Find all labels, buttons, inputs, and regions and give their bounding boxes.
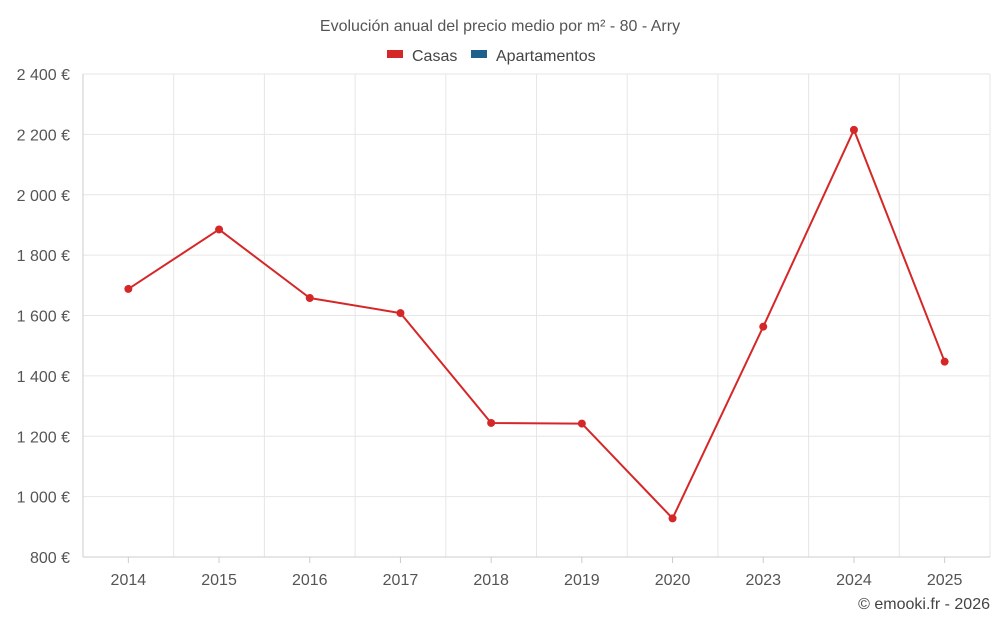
legend-label-apartamentos[interactable]: Apartamentos <box>496 48 596 65</box>
data-point-casas-2016[interactable] <box>305 293 314 302</box>
y-tick-label: 2 000 € <box>17 188 70 205</box>
y-tick-label: 1 000 € <box>17 490 70 507</box>
legend-swatch-casas[interactable] <box>387 50 403 58</box>
y-tick-label: 2 400 € <box>17 67 70 84</box>
x-tick-label: 2023 <box>745 572 781 589</box>
x-axis-ticks: 2014 2015 2016 2017 2018 2019 2020 2023 2024 2025 <box>111 572 963 589</box>
x-tick-label: 2015 <box>201 572 237 589</box>
data-point-casas-2017[interactable] <box>396 309 405 318</box>
y-tick-label: 2 200 € <box>17 127 70 144</box>
data-point-casas-2018[interactable] <box>487 418 496 427</box>
legend-label-casas[interactable]: Casas <box>412 48 457 65</box>
data-point-casas-2015[interactable] <box>215 225 224 234</box>
y-tick-label: 1 800 € <box>17 248 70 265</box>
x-tick-label: 2020 <box>655 572 691 589</box>
data-point-casas-2019[interactable] <box>577 419 586 428</box>
y-tick-label: 1 200 € <box>17 429 70 446</box>
data-point-casas-2024[interactable] <box>849 125 858 134</box>
chart-title: Evolución anual del precio medio por m² … <box>320 18 680 35</box>
grid <box>82 73 991 557</box>
legend-swatch-apartamentos[interactable] <box>471 50 487 58</box>
x-tick-label: 2014 <box>111 572 147 589</box>
x-tick-label: 2024 <box>836 572 872 589</box>
legend: Casas Apartamentos <box>387 48 596 65</box>
y-tick-label: 1 400 € <box>17 369 70 386</box>
data-point-casas-2020[interactable] <box>668 514 677 523</box>
data-point-casas-2023[interactable] <box>759 322 768 331</box>
x-tick-label: 2018 <box>473 572 509 589</box>
series-casas <box>124 125 949 523</box>
y-axis-ticks: 800 € 1 000 € 1 200 € 1 400 € 1 600 € 1 800 €… <box>17 67 70 567</box>
x-tick-label: 2017 <box>383 572 419 589</box>
data-point-casas-2025[interactable] <box>940 357 949 366</box>
data-point-casas-2014[interactable] <box>124 284 133 293</box>
series-line-casas <box>127 128 946 520</box>
y-tick-label: 800 € <box>30 550 70 567</box>
x-tick-label: 2016 <box>292 572 328 589</box>
x-tick-label: 2019 <box>564 572 600 589</box>
credit-text: © emooki.fr - 2026 <box>858 596 990 613</box>
x-tick-label: 2025 <box>927 572 963 589</box>
y-tick-label: 1 600 € <box>17 309 70 326</box>
axes <box>82 74 990 563</box>
